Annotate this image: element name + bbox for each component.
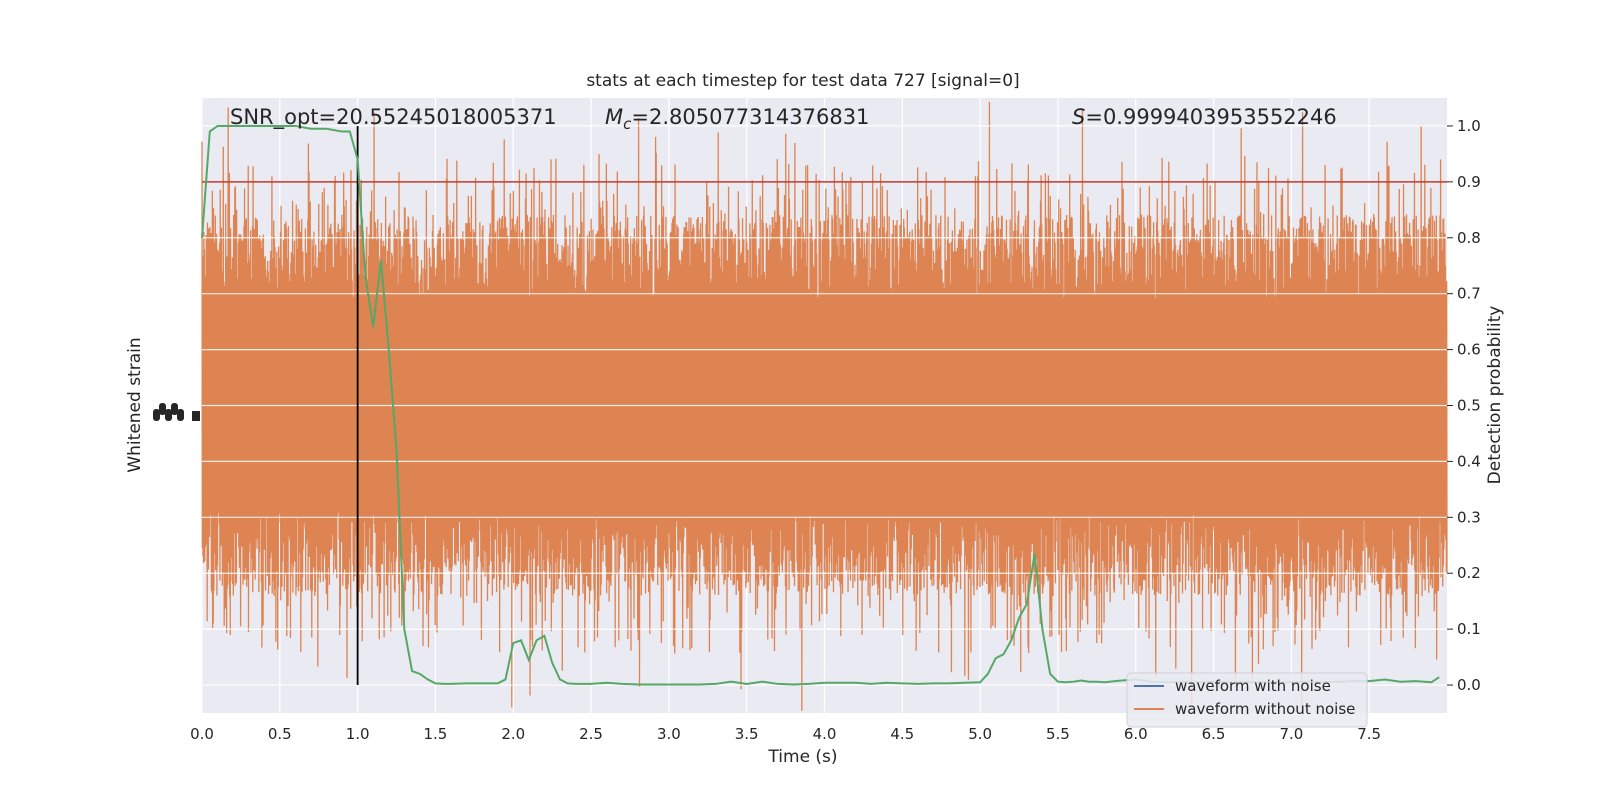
x-tick-label: 4.0 bbox=[813, 725, 837, 743]
y-left-tick-mark bbox=[192, 411, 200, 421]
x-tick-label: 2.5 bbox=[579, 725, 603, 743]
y-right-tick-label: 0.4 bbox=[1457, 452, 1481, 470]
x-tick-label: 0.0 bbox=[190, 725, 214, 743]
y-right-tick-label: 0.9 bbox=[1457, 173, 1481, 191]
strain-traces bbox=[201, 101, 1448, 711]
legend-label-waveform-with-noise: waveform with noise bbox=[1175, 677, 1331, 695]
y-left-tick-mark bbox=[159, 403, 166, 415]
y-right-tick-label: 0.8 bbox=[1457, 229, 1481, 247]
annotation-snr: SNR_opt=20.55245018005371 bbox=[230, 105, 557, 130]
annotation-s-symbol: S bbox=[1072, 105, 1085, 129]
annotation-chirp-mass-symbol: M bbox=[605, 105, 623, 129]
y-left-axis-label: Whitened strain bbox=[125, 337, 145, 472]
y-left-tick-mark bbox=[153, 409, 160, 421]
y-left-tick-mark bbox=[165, 409, 172, 421]
y-left-tick-mark bbox=[171, 403, 178, 415]
x-tick-label: 6.5 bbox=[1202, 725, 1226, 743]
x-tick-label: 4.5 bbox=[890, 725, 914, 743]
x-tick-label: 1.0 bbox=[346, 725, 370, 743]
annotation-chirp-mass: Mc=2.805077314376831 bbox=[605, 105, 869, 133]
y-left-axis-ticks bbox=[153, 403, 200, 421]
y-right-tick-label: 0.7 bbox=[1457, 285, 1481, 303]
y-right-tick-label: 0.0 bbox=[1457, 676, 1481, 694]
legend: waveform with noise waveform without noi… bbox=[1126, 672, 1368, 728]
plot-content bbox=[201, 101, 1448, 711]
y-right-tick-label: 0.5 bbox=[1457, 397, 1481, 415]
y-right-axis-ticks: 0.0 0.1 0.2 0.3 0.4 0.5 0.6 0.7 0.8 0.9 1.0 bbox=[1447, 117, 1481, 694]
x-tick-label: 7.0 bbox=[1279, 725, 1303, 743]
y-left-tick-mark bbox=[177, 409, 184, 421]
x-tick-label: 3.5 bbox=[735, 725, 759, 743]
x-axis-ticks: 0.0 0.5 1.0 1.5 2.0 2.5 3.0 3.5 4.0 4.5 5.0 5.5 6.0 6… bbox=[190, 725, 1381, 743]
x-axis-label: Time (s) bbox=[767, 747, 837, 767]
y-right-tick-label: 0.3 bbox=[1457, 508, 1481, 526]
y-right-tick-label: 1.0 bbox=[1457, 117, 1481, 135]
chart-title: stats at each timestep for test data 727… bbox=[586, 71, 1019, 91]
y-right-tick-label: 0.6 bbox=[1457, 341, 1481, 359]
y-right-tick-label: 0.1 bbox=[1457, 620, 1481, 638]
annotation-s-value: =0.9999403953552246 bbox=[1085, 105, 1336, 129]
annotation-s: S=0.9999403953552246 bbox=[1072, 105, 1337, 129]
y-right-tick-label: 0.2 bbox=[1457, 564, 1481, 582]
x-tick-label: 1.5 bbox=[424, 725, 448, 743]
legend-box bbox=[1126, 672, 1368, 728]
y-right-axis-label: Detection probability bbox=[1485, 306, 1505, 485]
x-tick-label: 2.0 bbox=[501, 725, 525, 743]
x-tick-label: 5.0 bbox=[968, 725, 992, 743]
x-tick-label: 6.0 bbox=[1124, 725, 1148, 743]
annotation-chirp-mass-subscript: c bbox=[623, 115, 632, 133]
x-tick-label: 0.5 bbox=[268, 725, 292, 743]
x-tick-label: 3.0 bbox=[657, 725, 681, 743]
x-tick-label: 5.5 bbox=[1046, 725, 1070, 743]
x-tick-label: 7.5 bbox=[1357, 725, 1381, 743]
legend-label-waveform-without-noise: waveform without noise bbox=[1175, 700, 1355, 718]
annotation-chirp-mass-value: =2.805077314376831 bbox=[631, 105, 869, 129]
